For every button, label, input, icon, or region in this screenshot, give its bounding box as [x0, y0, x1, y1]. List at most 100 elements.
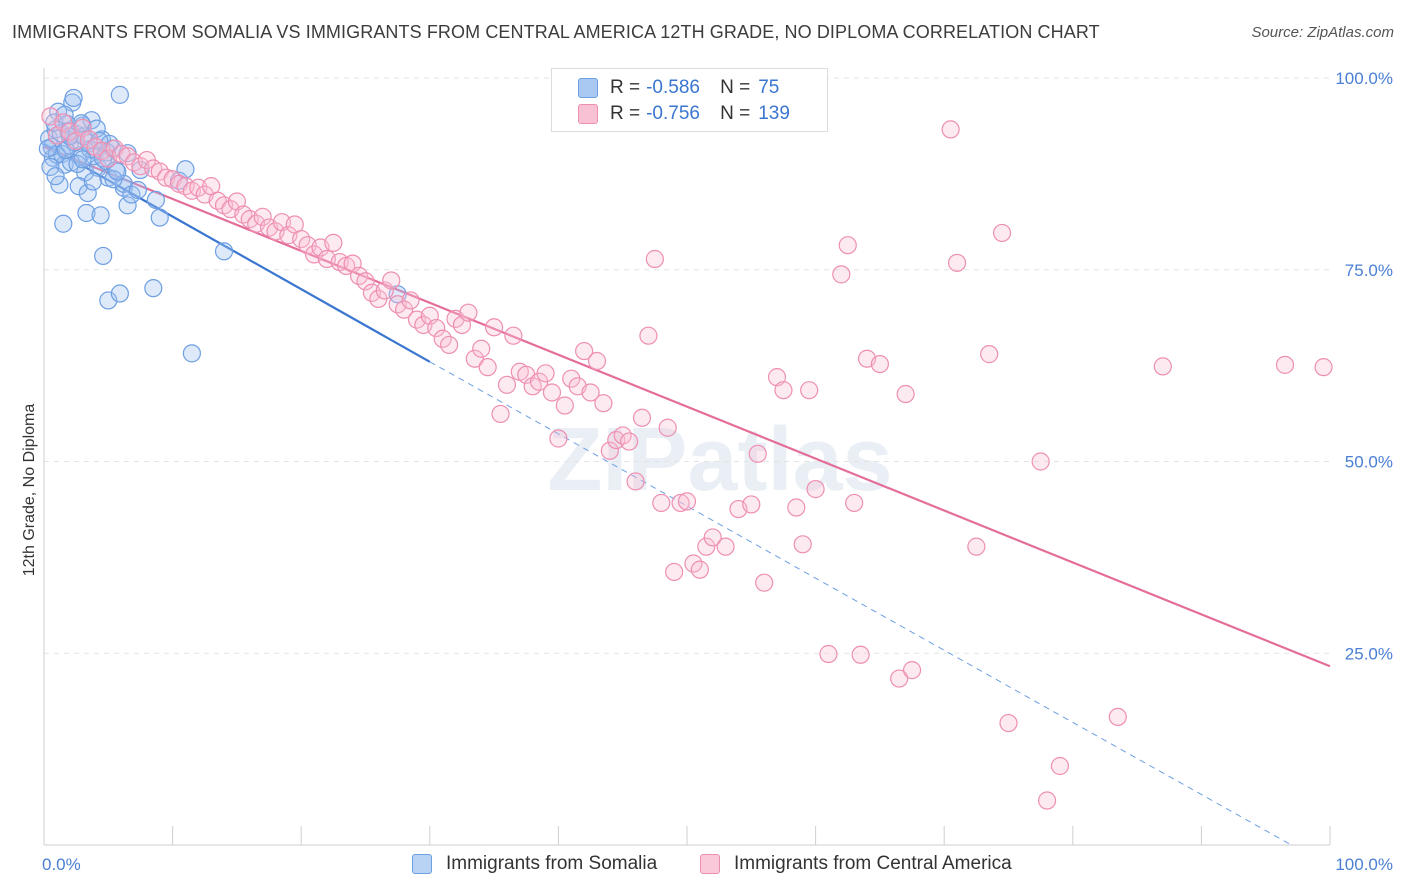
r-value-somalia: -0.586	[646, 77, 700, 98]
data-point	[38, 139, 57, 158]
data-point	[632, 408, 652, 427]
n-label: N =	[720, 77, 751, 98]
data-point	[83, 172, 102, 191]
n-label: N =	[720, 103, 751, 124]
y-axis-label-wrap: 12th Grade, No Diploma	[10, 300, 50, 680]
n-value-central-america: 139	[758, 103, 790, 124]
data-point	[838, 236, 857, 255]
data-point	[581, 383, 600, 402]
y-tick-label: 75.0%	[1345, 261, 1393, 280]
data-point	[575, 341, 594, 361]
data-point	[665, 562, 684, 582]
data-point	[73, 118, 92, 137]
data-point	[999, 713, 1018, 733]
legend-row-central-america: R = -0.756 N = 139	[578, 103, 790, 125]
data-point	[324, 233, 343, 253]
data-point	[1050, 756, 1070, 776]
data-point	[356, 272, 375, 291]
data-point	[214, 242, 234, 261]
data-point	[671, 493, 690, 513]
data-point	[91, 206, 110, 225]
data-point	[497, 375, 517, 394]
data-point	[652, 493, 671, 513]
data-point	[1031, 452, 1050, 471]
data-point	[748, 444, 767, 463]
y-axis-label: 12th Grade, No Diploma	[21, 403, 38, 577]
data-point	[787, 498, 806, 517]
legend-row-somalia: R = -0.586 N = 75	[578, 77, 779, 99]
data-point	[992, 223, 1012, 243]
chart-title: IMMIGRANTS FROM SOMALIA VS IMMIGRANTS FR…	[12, 22, 1100, 42]
data-point	[465, 349, 484, 368]
series-central-america	[41, 68, 1333, 810]
watermark: ZIPatlas	[547, 410, 892, 510]
data-point	[587, 351, 607, 371]
grid-lines	[44, 77, 1330, 654]
data-point	[69, 177, 88, 196]
data-point	[870, 354, 890, 374]
data-point	[150, 208, 169, 227]
y-tick-label: 25.0%	[1345, 644, 1393, 663]
data-point	[78, 183, 97, 203]
data-point	[1037, 791, 1057, 810]
bottom-legend-central-america: Immigrants from Central America	[700, 852, 1012, 876]
data-point	[941, 120, 960, 139]
trendline	[43, 146, 1331, 668]
data-point	[459, 303, 478, 322]
data-point	[485, 318, 504, 337]
data-point	[755, 573, 774, 592]
data-point	[118, 196, 137, 215]
data-point	[536, 364, 555, 383]
data-point	[144, 279, 163, 298]
data-point	[208, 191, 227, 210]
data-point	[491, 404, 510, 424]
data-point	[549, 429, 568, 448]
data-points	[38, 68, 1333, 810]
data-point	[1314, 358, 1333, 377]
data-point	[55, 105, 74, 124]
data-point	[94, 246, 113, 266]
data-point	[806, 480, 825, 499]
data-point	[504, 326, 523, 345]
data-point	[594, 394, 613, 413]
data-point	[555, 396, 574, 415]
data-point	[542, 383, 562, 402]
trendline	[43, 143, 431, 363]
source-credit: Source: ZipAtlas.com	[1251, 24, 1394, 41]
data-point	[253, 207, 272, 226]
correlation-legend: R = -0.586 N = 75 R = -0.756 N = 139	[551, 68, 828, 132]
bottom-legend-somalia: Immigrants from Somalia	[412, 852, 657, 876]
data-point	[600, 441, 619, 460]
data-point	[902, 661, 922, 680]
data-point	[703, 528, 722, 547]
data-point	[146, 190, 165, 210]
data-point	[54, 113, 73, 132]
data-point	[401, 291, 420, 310]
x-tick-label: 100.0%	[1335, 855, 1393, 874]
data-point	[394, 300, 414, 319]
x-tick-labels: 0.0% 100.0%	[42, 855, 1393, 874]
data-point	[845, 493, 864, 513]
data-point	[639, 326, 658, 345]
data-point	[774, 381, 793, 400]
bottom-legend-label-somalia: Immigrants from Somalia	[446, 853, 658, 874]
y-tick-labels: 25.0% 50.0% 75.0% 100.0%	[1335, 69, 1393, 663]
legend-swatch-central-america	[578, 104, 598, 124]
series-somalia	[38, 85, 407, 363]
data-point	[41, 157, 60, 177]
data-point	[110, 85, 129, 104]
data-point	[1153, 357, 1172, 376]
data-point	[523, 377, 542, 396]
data-point	[690, 560, 709, 579]
data-point	[110, 284, 129, 303]
data-point	[427, 318, 446, 338]
r-value-central-america: -0.756	[646, 103, 700, 124]
data-point	[73, 150, 92, 169]
data-point	[851, 645, 870, 664]
data-point	[382, 271, 401, 290]
r-label: R =	[610, 103, 641, 124]
data-point	[54, 214, 73, 233]
data-point	[472, 339, 491, 358]
data-point	[896, 384, 915, 404]
n-value-somalia: 75	[758, 77, 780, 98]
